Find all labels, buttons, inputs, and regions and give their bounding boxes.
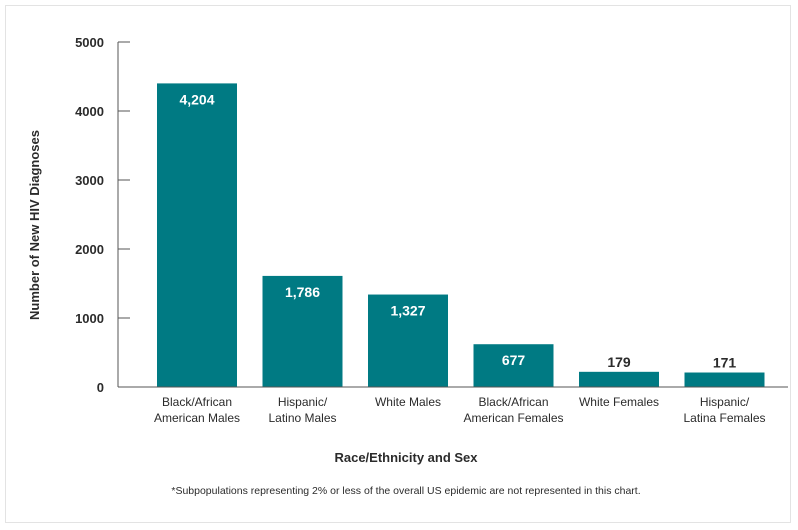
- x-tick-label-line: Latina Females: [683, 411, 765, 425]
- x-tick-label: Hispanic/Latina Females: [683, 395, 765, 425]
- bar: [684, 372, 765, 387]
- x-tick-label: White Females: [579, 395, 659, 409]
- x-tick-label-line: Black/African: [478, 395, 548, 409]
- x-tick-label-line: American Females: [463, 411, 563, 425]
- y-tick-label: 1000: [75, 311, 104, 326]
- bar: [157, 83, 237, 388]
- x-axis: Black/African American Males Hispanic/Lati…: [118, 386, 788, 425]
- y-axis-label: Number of New HIV Diagnoses: [27, 130, 42, 320]
- bar: [262, 275, 343, 387]
- footnote: *Subpopulations representing 2% or less …: [171, 485, 640, 497]
- x-tick-label-line: Latino Males: [268, 411, 336, 425]
- y-tick-label: 5000: [75, 35, 104, 50]
- x-axis-label: Race/Ethnicity and Sex: [334, 450, 478, 465]
- x-tick-label: Black/African American Females: [463, 395, 563, 425]
- x-tick-label: Black/African American Males: [154, 395, 240, 425]
- chart-frame: [5, 5, 791, 523]
- x-tick-label-line: American Males: [154, 411, 240, 425]
- data-label: 4,204: [179, 91, 214, 107]
- data-label: 1,327: [390, 303, 425, 319]
- data-label: 171: [713, 355, 737, 371]
- x-tick-label-line: Hispanic/: [278, 395, 328, 409]
- y-tick-label: 0: [97, 380, 104, 395]
- bar: [368, 294, 448, 387]
- x-tick-label-line: White Males: [375, 395, 441, 409]
- bar: [579, 371, 659, 387]
- x-tick-label: Hispanic/Latino Males: [268, 395, 336, 425]
- y-tick-label: 3000: [75, 173, 104, 188]
- data-label: 1,786: [285, 284, 320, 300]
- bars: 4,204 1,786 1,327 677 179 171: [157, 83, 765, 388]
- y-axis: 0 1000 2000 3000 4000 5000: [75, 35, 130, 395]
- data-label: 179: [607, 354, 631, 370]
- x-tick-label-line: Hispanic/: [700, 395, 750, 409]
- y-tick-label: 2000: [75, 242, 104, 257]
- y-tick-label: 4000: [75, 104, 104, 119]
- x-tick-label-line: Black/African: [162, 395, 232, 409]
- x-tick-label-line: White Females: [579, 395, 659, 409]
- data-label: 677: [502, 352, 526, 368]
- x-tick-label: White Males: [375, 395, 441, 409]
- bar: [473, 344, 554, 387]
